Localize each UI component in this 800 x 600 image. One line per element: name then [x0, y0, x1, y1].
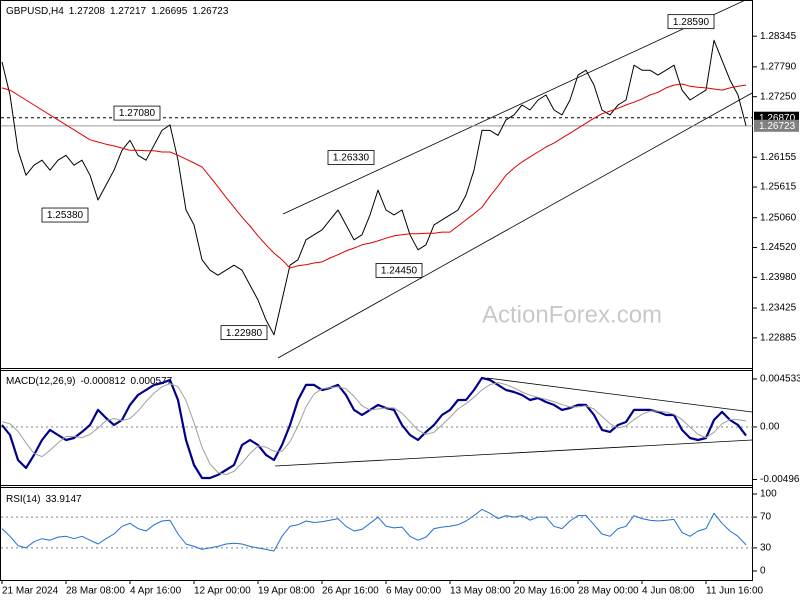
series-line [1, 83, 747, 269]
y-tick-label: 30 [760, 543, 772, 554]
x-tick-label: 28 Mar 08:00 [66, 586, 125, 597]
y-tick-label: 0.004533 [760, 374, 800, 385]
macd-trendline [274, 439, 753, 467]
annotation-label: 1.24450 [381, 266, 418, 277]
x-tick-label: 12 Apr 00:00 [194, 586, 251, 597]
annotation-label: 1.28590 [673, 17, 710, 28]
annotation-box [220, 325, 268, 341]
y-tick-label: 1.28345 [760, 31, 797, 42]
readout-value: -0.000812 [80, 376, 125, 387]
y-tick-label: -0.00496 [760, 474, 800, 485]
price-tag-label: 1.26870 [759, 113, 796, 124]
indicator-name: GBPUSD,H4 [6, 6, 64, 17]
annotation-label: 1.22980 [226, 328, 263, 339]
watermark: ActionForex.com [482, 301, 662, 328]
readout-value: 33.9147 [45, 494, 82, 505]
series-line [1, 39, 747, 336]
annotation-label: 1.26330 [333, 153, 370, 164]
y-tick-label: 1.23980 [760, 272, 797, 283]
x-tick-label: 6 May 00:00 [386, 586, 441, 597]
annotation-label: 1.25380 [47, 210, 84, 221]
panel-header: GBPUSD,H4 1.27208 1.27217 1.26695 1.26723 [6, 6, 229, 17]
x-tick-label: 19 Apr 08:00 [258, 586, 315, 597]
series-line [1, 382, 747, 476]
x-tick-label: 21 Mar 2024 [2, 586, 59, 597]
readout-value: 0.000577 [131, 376, 173, 387]
y-tick-label: 1.22885 [760, 333, 797, 344]
panel-header: RSI(14) 33.9147 [6, 494, 82, 505]
y-tick-label: 1.23425 [760, 303, 797, 314]
annotation-box [113, 105, 161, 121]
y-tick-label: 70 [760, 512, 772, 523]
indicator-name: RSI(14) [6, 494, 40, 505]
annotation-box [375, 263, 423, 278]
y-tick-label: 0.00 [760, 422, 780, 433]
y-tick-label: 1.25615 [760, 182, 797, 193]
x-tick-label: 13 May 08:00 [450, 586, 511, 597]
annotation-box [41, 207, 89, 223]
x-tick-label: 26 Apr 16:00 [322, 586, 379, 597]
ohlc-value: 1.27217 [110, 6, 147, 17]
y-tick-label: 1.26155 [760, 152, 797, 163]
x-tick-label: 11 Jun 16:00 [706, 586, 764, 597]
y-tick-label: 0 [760, 566, 766, 577]
x-tick-label: 20 May 16:00 [514, 586, 575, 597]
ohlc-value: 1.27208 [69, 6, 106, 17]
annotation-label: 1.27080 [119, 108, 156, 119]
indicator-name: MACD(12,26,9) [6, 376, 75, 387]
ohlc-value: 1.26695 [151, 6, 188, 17]
price-tag-label: 1.26723 [759, 121, 796, 132]
channel-lower [277, 92, 753, 359]
annotation-box [667, 14, 715, 30]
y-tick-label: 1.25060 [760, 212, 797, 223]
series-line [1, 376, 747, 480]
panel-header: MACD(12,26,9) -0.000812 0.000577 [6, 376, 173, 387]
annotation-box [327, 150, 375, 165]
y-tick-label: 1.24520 [760, 242, 797, 253]
x-tick-label: 28 May 00:00 [578, 586, 639, 597]
ohlc-value: 1.26723 [192, 6, 229, 17]
series-line [1, 508, 747, 552]
y-tick-label: 1.27250 [760, 91, 797, 102]
x-tick-label: 4 Apr 16:00 [130, 586, 182, 597]
y-tick-label: 1.27790 [760, 61, 797, 72]
x-tick-label: 4 Jun 08:00 [642, 586, 695, 597]
channel-upper [282, 0, 747, 215]
macd-trendline [486, 377, 753, 413]
price-tag [754, 119, 799, 132]
frame [0, 0, 753, 581]
y-tick-label: 100 [760, 489, 777, 500]
